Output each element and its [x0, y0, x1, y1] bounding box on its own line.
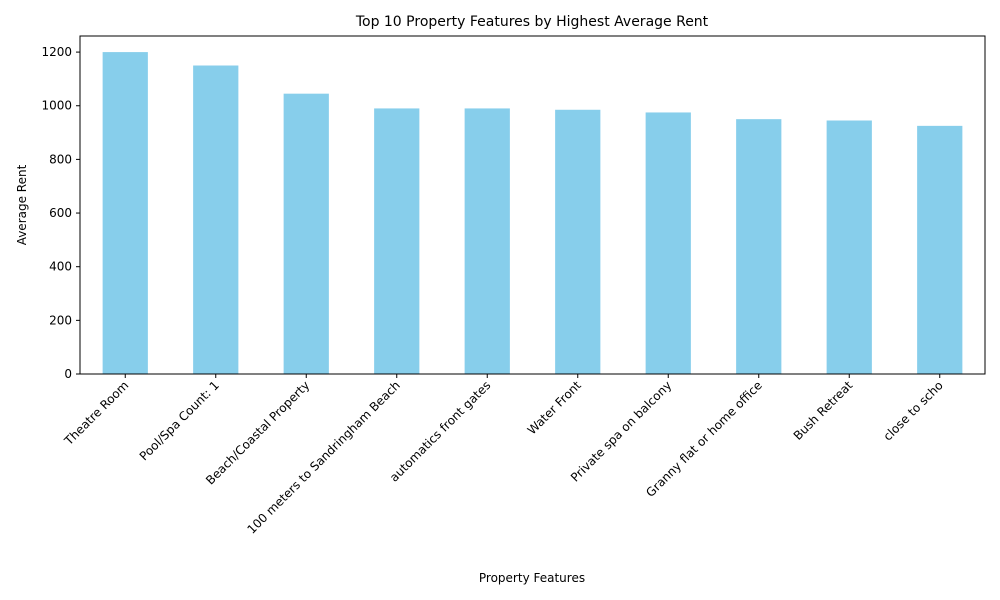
bar-7	[645, 112, 691, 374]
y-axis-label: Average Rent	[15, 164, 29, 245]
x-tick-label: 100 meters to Sandringham Beach	[244, 378, 402, 536]
y-tick-label: 600	[49, 206, 72, 220]
x-tick-label: automatics front gates	[387, 378, 493, 484]
bars-group	[102, 52, 963, 375]
bar-2	[193, 65, 239, 374]
y-axis-ticks: 0 200 400 600 800 1000 1200	[41, 45, 80, 381]
bar-3	[283, 93, 329, 374]
y-tick-label: 1000	[41, 99, 72, 113]
chart-title: Top 10 Property Features by Highest Aver…	[355, 14, 709, 30]
y-tick-label: 1200	[41, 45, 72, 59]
y-tick-label: 400	[49, 260, 72, 274]
x-axis-ticks: Theatre Room Pool/Spa Count: 1Beach/Coast…	[61, 374, 946, 537]
x-tick-label: Water Front	[525, 378, 584, 437]
x-tick-label: Private spa on balcony	[568, 378, 674, 484]
plot-border	[79, 35, 986, 375]
x-tick-label: Bush Retreat	[791, 378, 856, 443]
x-tick-label: Theatre Room	[61, 378, 131, 448]
bar-6	[555, 109, 601, 375]
bar-4	[374, 108, 420, 374]
plot-frame	[79, 35, 986, 375]
y-tick-label: 200	[49, 313, 72, 327]
x-tick-label: Beach/Coastal Property	[203, 378, 312, 487]
x-tick-label: Pool/Spa Count: 1	[137, 378, 222, 463]
bar-5	[464, 108, 510, 374]
x-axis-label: Property Features	[479, 571, 585, 585]
bar-8	[736, 119, 782, 375]
bar-10	[917, 125, 963, 374]
bar-9	[826, 120, 872, 374]
x-tick-label: close to scho	[881, 378, 946, 443]
y-tick-label: 800	[49, 152, 72, 166]
y-tick-label: 0	[64, 367, 72, 381]
bar-1	[102, 52, 148, 374]
